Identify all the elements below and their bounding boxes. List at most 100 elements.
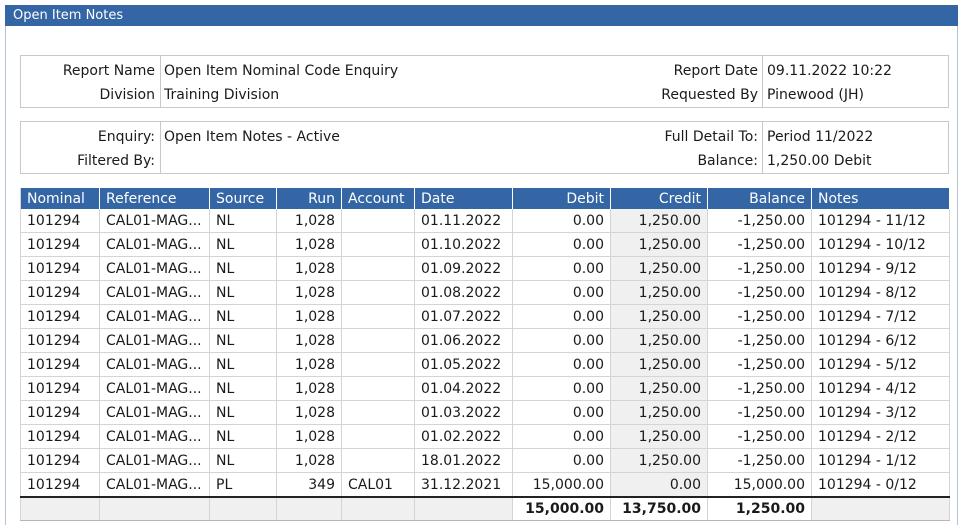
cell-credit: 1,250.00 (610, 376, 708, 401)
cell-run: 1,028 (276, 328, 342, 353)
table-row[interactable]: 101294 CAL01-MAG... NL 1,028 01.09.2022 0.00 1… (20, 256, 950, 281)
cell-reference: CAL01-MAG... (99, 304, 210, 329)
cell-balance: -1,250.00 (707, 352, 812, 377)
cell-credit: 1,250.00 (610, 256, 708, 281)
cell-date: 01.05.2022 (414, 352, 513, 377)
cell-nominal: 101294 (20, 376, 100, 401)
cell-reference: CAL01-MAG... (99, 424, 210, 449)
cell-account (341, 352, 415, 377)
cell-date: 01.08.2022 (414, 280, 513, 305)
cell-reference: CAL01-MAG... (99, 352, 210, 377)
table-row[interactable]: 101294 CAL01-MAG... NL 1,028 01.03.2022 0.00 1… (20, 400, 950, 425)
table-row[interactable]: 101294 CAL01-MAG... NL 1,028 01.08.2022 0.00 1… (20, 280, 950, 305)
cell-notes: 101294 - 3/12 (811, 400, 950, 425)
cell-debit: 15,000.00 (512, 472, 611, 498)
cell-debit: 0.00 (512, 352, 611, 377)
cell-reference: CAL01-MAG... (99, 448, 210, 473)
cell-date: 01.02.2022 (414, 424, 513, 449)
cell-run: 1,028 (276, 400, 342, 425)
cell-nominal: 101294 (20, 232, 100, 257)
table-header-row: Nominal Reference Source Run Account Dat… (20, 188, 950, 209)
cell-source: NL (209, 232, 277, 257)
requested-by-label: Requested By (661, 87, 758, 103)
col-header-source[interactable]: Source (209, 188, 277, 209)
cell-account (341, 232, 415, 257)
cell-source: NL (209, 304, 277, 329)
cell-account (341, 328, 415, 353)
cell-source: NL (209, 400, 277, 425)
cell-reference: CAL01-MAG... (99, 232, 210, 257)
cell-balance: -1,250.00 (707, 376, 812, 401)
table-row[interactable]: 101294 CAL01-MAG... NL 1,028 01.11.2022 0.00 1… (20, 209, 950, 233)
cell-account (341, 376, 415, 401)
total-balance: 1,250.00 (707, 496, 812, 521)
cell-account (341, 424, 415, 449)
cell-date: 01.11.2022 (414, 209, 513, 233)
cell-account (341, 304, 415, 329)
cell-account (341, 448, 415, 473)
cell-balance: -1,250.00 (707, 232, 812, 257)
cell-debit: 0.00 (512, 209, 611, 233)
requested-by-value: Pinewood (JH) (767, 87, 865, 103)
total-credit: 13,750.00 (610, 496, 708, 521)
cell-source: PL (209, 472, 277, 498)
table-row[interactable]: 101294 CAL01-MAG... NL 1,028 01.06.2022 0.00 1… (20, 328, 950, 353)
cell-balance: -1,250.00 (707, 256, 812, 281)
cell-date: 01.04.2022 (414, 376, 513, 401)
cell-credit: 1,250.00 (610, 209, 708, 233)
cell-notes: 101294 - 10/12 (811, 232, 950, 257)
cell-run: 1,028 (276, 424, 342, 449)
table-row[interactable]: 101294 CAL01-MAG... NL 1,028 01.10.2022 0.00 1… (20, 232, 950, 257)
cell-credit: 1,250.00 (610, 424, 708, 449)
cell-balance: -1,250.00 (707, 400, 812, 425)
cell-debit: 0.00 (512, 448, 611, 473)
cell-run: 1,028 (276, 256, 342, 281)
report-date-value: 09.11.2022 10:22 (767, 63, 892, 79)
cell-source: NL (209, 424, 277, 449)
cell-source: NL (209, 376, 277, 401)
cell-notes: 101294 - 11/12 (811, 209, 950, 233)
cell-source: NL (209, 280, 277, 305)
col-header-debit[interactable]: Debit (512, 188, 611, 209)
col-header-run[interactable]: Run (276, 188, 342, 209)
table-row[interactable]: 101294 CAL01-MAG... NL 1,028 01.05.2022 0.00 1… (20, 352, 950, 377)
col-header-balance[interactable]: Balance (707, 188, 812, 209)
report-name-value: Open Item Nominal Code Enquiry (164, 63, 399, 79)
table-row[interactable]: 101294 CAL01-MAG... NL 1,028 01.04.2022 0.00 1… (20, 376, 950, 401)
cell-reference: CAL01-MAG... (99, 400, 210, 425)
cell-run: 1,028 (276, 448, 342, 473)
balance-label: Balance: (697, 153, 758, 169)
cell-notes: 101294 - 4/12 (811, 376, 950, 401)
col-header-notes[interactable]: Notes (811, 188, 950, 209)
cell-credit: 1,250.00 (610, 232, 708, 257)
cell-account (341, 256, 415, 281)
filtered-by-label: Filtered By: (77, 153, 155, 169)
cell-source: NL (209, 448, 277, 473)
cell-date: 18.01.2022 (414, 448, 513, 473)
cell-date: 01.10.2022 (414, 232, 513, 257)
table-row[interactable]: 101294 CAL01-MAG... NL 1,028 01.07.2022 0.00 1… (20, 304, 950, 329)
table-row[interactable]: 101294 CAL01-MAG... PL 349 CAL01 31.12.2021 15… (20, 472, 950, 498)
enquiry-value: Open Item Notes - Active (164, 129, 340, 145)
cell-debit: 0.00 (512, 328, 611, 353)
cell-reference: CAL01-MAG... (99, 472, 210, 498)
col-header-reference[interactable]: Reference (99, 188, 210, 209)
cell-date: 01.03.2022 (414, 400, 513, 425)
cell-source: NL (209, 328, 277, 353)
cell-debit: 0.00 (512, 304, 611, 329)
cell-source: NL (209, 209, 277, 233)
report-info-panel: Report Name Open Item Nominal Code Enqui… (20, 55, 949, 108)
table-row[interactable]: 101294 CAL01-MAG... NL 1,028 01.02.2022 0.00 1… (20, 424, 950, 449)
enquiry-panel: Enquiry: Open Item Notes - Active Full D… (20, 121, 949, 174)
col-header-account[interactable]: Account (341, 188, 415, 209)
balance-value: 1,250.00 Debit (767, 153, 872, 169)
cell-date: 31.12.2021 (414, 472, 513, 498)
cell-debit: 0.00 (512, 256, 611, 281)
col-header-date[interactable]: Date (414, 188, 513, 209)
table-row[interactable]: 101294 CAL01-MAG... NL 1,028 18.01.2022 0.00 1… (20, 448, 950, 473)
cell-run: 349 (276, 472, 342, 498)
cell-date: 01.09.2022 (414, 256, 513, 281)
col-header-credit[interactable]: Credit (610, 188, 708, 209)
cell-run: 1,028 (276, 232, 342, 257)
col-header-nominal[interactable]: Nominal (20, 188, 100, 209)
